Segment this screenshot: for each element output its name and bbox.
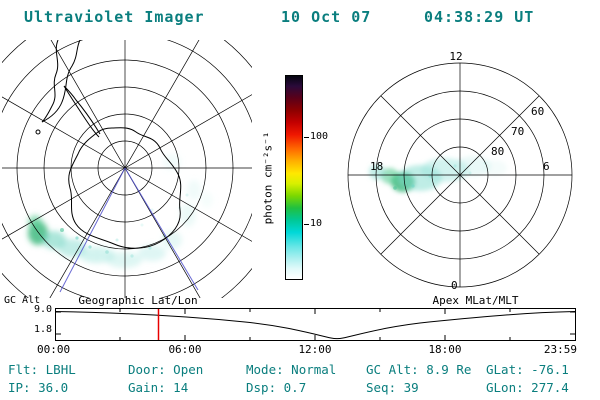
mlt-0-label: 0 (451, 279, 458, 292)
apex-grid (347, 62, 573, 288)
xtick-1800: 18:00 (428, 343, 462, 356)
ip-value: 36.0 (38, 380, 69, 395)
apex-projection-panel: 12 18 6 0 60 70 80 (347, 50, 573, 292)
flt-readout: Flt: LBHL (8, 362, 76, 377)
date-display: 10 Oct 07 (281, 8, 372, 26)
colorbar-tick-100: 100 (310, 131, 329, 142)
gc-alt-tick-9: 9.0 (33, 304, 52, 315)
door-label: Door: (128, 362, 166, 377)
app-title: Ultraviolet Imager (24, 8, 205, 26)
dsp-label: Dsp: (246, 380, 277, 395)
flt-label: Flt: (8, 362, 39, 377)
xtick-0600: 06:00 (168, 343, 202, 356)
door-value: Open (173, 362, 204, 377)
dsp-readout: Dsp: 0.7 (246, 380, 306, 395)
mode-value: Normal (291, 362, 337, 377)
mode-label: Mode: (246, 362, 284, 377)
glon-readout: GLon: 277.4 (486, 380, 569, 395)
gc-altitude-curve (55, 311, 576, 340)
colorbar-tick-10: 10 (310, 218, 323, 229)
mlt-6-label: 6 (543, 160, 550, 173)
geo-graticule (2, 40, 252, 298)
gain-value: 14 (173, 380, 189, 395)
mlat-60-label: 60 (531, 105, 544, 118)
mode-readout: Mode: Normal (246, 362, 336, 377)
altitude-timeline-chart (55, 308, 576, 341)
geo-panel-caption: Geographic Lat/Lon (78, 294, 198, 307)
glon-label: GLon: (486, 380, 524, 395)
mlat-80-label: 80 (491, 145, 504, 158)
xtick-2359: 23:59 (543, 343, 577, 356)
gc-alt-readout: GC Alt: 8.9 Re (366, 362, 471, 377)
geographic-projection-panel (2, 40, 252, 298)
flt-value: LBHL (45, 362, 76, 377)
south-america-coastline (41, 40, 81, 123)
gc-alt-label: GC Alt: (366, 362, 419, 377)
door-readout: Door: Open (128, 362, 203, 377)
gc-alt-value: 8.9 Re (426, 362, 472, 377)
mlat-70-label: 70 (511, 125, 524, 138)
apex-aurora-emission (369, 156, 507, 192)
colorbar-unit-label: photon cm⁻²s⁻¹ (261, 131, 275, 225)
timeline-frame (55, 308, 576, 341)
apex-panel-caption: Apex MLat/MLT (432, 294, 519, 307)
glat-value: -76.1 (531, 362, 569, 377)
seq-value: 39 (403, 380, 419, 395)
mlt-18-label: 18 (370, 160, 383, 173)
dsp-value: 0.7 (283, 380, 307, 395)
coastlines (35, 40, 182, 249)
colorbar-tick-mark-10 (304, 224, 309, 225)
gain-readout: Gain: 14 (128, 380, 188, 395)
geo-aurora-emission (28, 154, 213, 268)
glon-value: 277.4 (531, 380, 569, 395)
gain-label: Gain: (128, 380, 166, 395)
antarctica-coastline (68, 127, 182, 249)
island-outline (35, 129, 41, 135)
seq-label: Seq: (366, 380, 397, 395)
seq-readout: Seq: 39 (366, 380, 419, 395)
mlt-12-label: 12 (449, 50, 462, 63)
xtick-1200: 12:00 (298, 343, 332, 356)
colorbar-tick-mark-100 (304, 137, 309, 138)
colorbar (285, 75, 303, 280)
glat-readout: GLat: -76.1 (486, 362, 569, 377)
ip-readout: IP: 36.0 (8, 380, 68, 395)
gc-alt-tick-18: 1.8 (33, 324, 52, 335)
time-display: 04:38:29 UT (424, 8, 535, 26)
antarctic-peninsula-coastline (63, 85, 101, 138)
gc-alt-axis-label: GC Alt (4, 295, 41, 306)
xtick-0000: 00:00 (37, 343, 71, 356)
glat-label: GLat: (486, 362, 524, 377)
ip-label: IP: (8, 380, 31, 395)
geo-orbit-track-lines (59, 167, 199, 293)
